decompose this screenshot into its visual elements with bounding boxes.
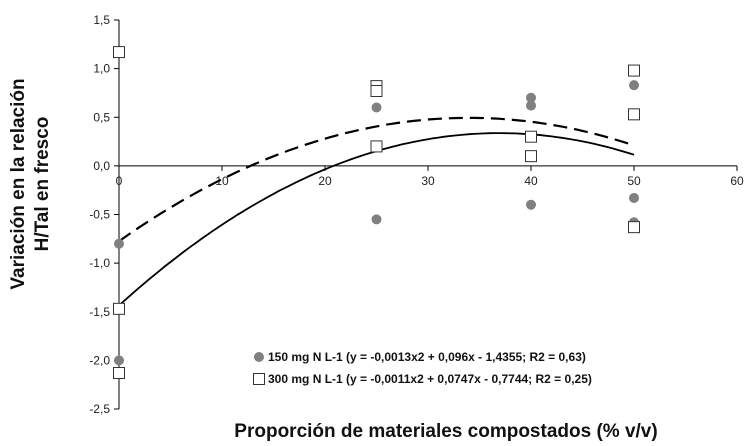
y-tick-label: -2,5 (89, 402, 110, 416)
y-tick-label: 0,0 (93, 159, 110, 173)
data-point-series-2 (370, 140, 383, 153)
data-point-series-1 (526, 100, 536, 111)
y-tick-label: 1,0 (93, 62, 110, 76)
legend-marker-filled-circle (254, 352, 264, 362)
x-tick-label: 0 (116, 174, 123, 188)
data-point-series-1 (526, 92, 536, 103)
x-tick-label: 60 (730, 174, 744, 188)
y-tick-label: -2,0 (89, 353, 110, 367)
x-tick-label: 30 (421, 174, 435, 188)
data-point-series-2 (525, 130, 537, 143)
y-tick-label: -1,0 (89, 256, 110, 270)
data-point-series-1 (114, 238, 124, 249)
data-point-series-2 (628, 221, 640, 234)
data-point-series-2 (628, 108, 640, 121)
axes: 1,5 1,0 0,5 0,0 -0,5 -1,0 -1,5 -2,0 -2,5 0 10 20 30 4… (89, 13, 744, 416)
data-point-series-2 (113, 46, 125, 59)
trend-line-series-2 (118, 116, 635, 243)
legend-label-series-2: 300 mg N L-1 (y = -0,0011x2 + 0,0747x - … (268, 372, 592, 386)
legend: 150 mg N L-1 (y = -0,0013x2 + 0,096x - 1… (253, 350, 592, 386)
legend-label-series-1: 150 mg N L-1 (y = -0,0013x2 + 0,096x - 1… (268, 350, 586, 364)
y-tick-label: 1,5 (93, 13, 110, 27)
y-axis-title-line-2: H/Tal en fresco (32, 117, 53, 252)
data-point-series-2 (525, 150, 537, 163)
y-tick-label: -0,5 (89, 208, 110, 222)
data-point-series-1 (526, 199, 536, 210)
data-point-series-2 (628, 64, 640, 77)
data-point-series-1 (371, 102, 382, 113)
x-axis-title: Proporción de materiales compostados (% … (234, 421, 657, 442)
x-tick-label: 10 (215, 174, 229, 188)
legend-marker-open-square (253, 373, 265, 385)
x-tick-label: 20 (318, 174, 332, 188)
y-axis-title-line-1: Variación en la relación (8, 78, 29, 289)
data-point-series-2 (113, 367, 125, 380)
data-point-series-1 (114, 355, 124, 366)
data-point-series-1 (371, 214, 382, 225)
data-point-series-1 (629, 80, 639, 91)
data-point-series-2 (370, 84, 383, 97)
y-tick-label: 0,5 (93, 110, 110, 124)
x-tick-label: 40 (524, 174, 538, 188)
data-points (113, 46, 640, 380)
y-tick-label: -1,5 (89, 305, 110, 319)
x-tick-label: 50 (627, 174, 641, 188)
data-point-series-1 (629, 192, 639, 203)
data-point-series-2 (113, 302, 125, 315)
